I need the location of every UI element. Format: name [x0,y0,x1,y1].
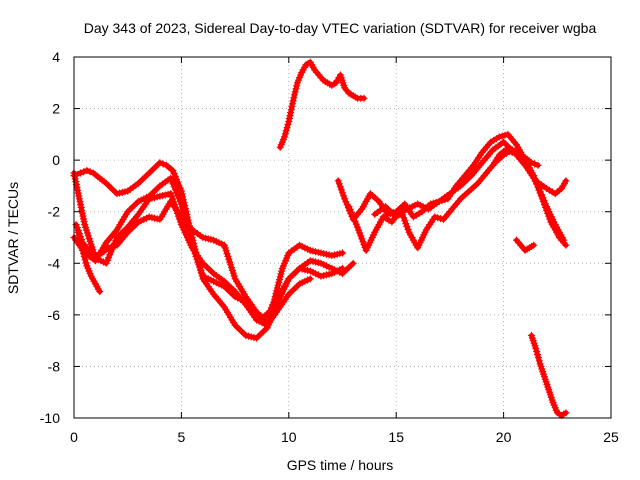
plot-frame [73,56,612,419]
chart-title: Day 343 of 2023, Sidereal Day-to-day VTE… [84,20,597,36]
x-tick-labels: 0 5 10 15 20 25 [70,429,619,445]
series-markers [512,236,538,254]
series-markers [74,228,104,296]
grid [74,57,611,418]
y-tick-label: 4 [52,49,60,65]
series-t11 [512,236,538,254]
x-tick-label: 10 [281,429,297,445]
x-tick-label: 25 [603,429,619,445]
x-tick-label: 15 [388,429,404,445]
x-tick-label: 20 [496,429,512,445]
x-tick-label: 5 [178,429,186,445]
y-tick-labels: -10 -8 -6 -4 -2 0 2 4 [40,49,60,426]
series-markers [276,58,368,151]
series-t9 [371,138,570,221]
axis-ticks [73,56,612,419]
series-markers [527,331,570,419]
y-tick-label: -2 [48,204,61,220]
x-axis-label: GPS time / hours [287,457,394,473]
data-series-group [70,58,570,419]
y-axis-label: SDTVAR / TECUs [5,182,21,294]
series-markers [489,146,542,169]
series-t12 [527,331,570,419]
series-trace [73,198,345,326]
series-t5 [74,228,104,296]
series-t4 [72,197,347,327]
series-markers [72,197,347,327]
y-tick-label: -4 [48,255,61,271]
series-trace [529,333,569,418]
x-tick-label: 0 [70,429,78,445]
y-tick-label: -8 [48,358,61,374]
series-markers [371,138,570,221]
series-t10 [489,146,542,169]
series-t6 [276,58,368,151]
y-tick-label: 0 [52,152,60,168]
y-tick-label: 2 [52,101,60,117]
y-tick-label: -6 [48,307,61,323]
y-tick-label: -10 [40,410,60,426]
